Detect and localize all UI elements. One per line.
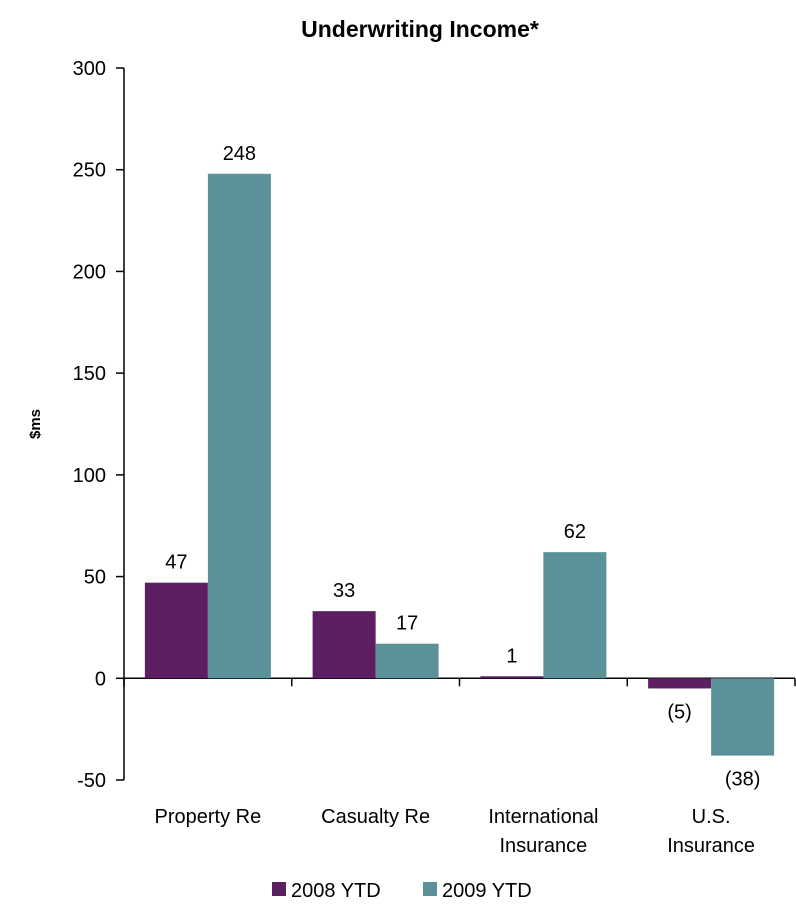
data-label: 17 bbox=[396, 613, 418, 635]
chart-title: Underwriting Income* bbox=[301, 16, 539, 42]
y-tick-label: 200 bbox=[73, 261, 106, 283]
data-label: 248 bbox=[223, 143, 256, 165]
x-category-label: International bbox=[488, 806, 598, 828]
x-category-label: Insurance bbox=[499, 835, 587, 857]
axes: 300 250 200 150 100 50 0 -50 Property Re Casualty… bbox=[73, 58, 796, 857]
bar bbox=[144, 582, 208, 679]
bar bbox=[480, 676, 544, 679]
data-label: 62 bbox=[564, 521, 586, 543]
y-tick-label: 300 bbox=[73, 58, 106, 80]
bar bbox=[207, 173, 271, 679]
data-label: 47 bbox=[165, 552, 187, 574]
x-category-label: Insurance bbox=[667, 835, 755, 857]
data-label: 1 bbox=[506, 645, 517, 667]
legend-entry: 2009 YTD bbox=[442, 880, 532, 902]
y-tick-label: 150 bbox=[73, 363, 106, 385]
legend-entry: 2008 YTD bbox=[291, 880, 381, 902]
y-tick-label: 250 bbox=[73, 160, 106, 182]
data-label: 33 bbox=[333, 580, 355, 602]
y-tick-label: -50 bbox=[77, 770, 106, 792]
data-label: (5) bbox=[667, 701, 691, 723]
y-tick-label: 0 bbox=[95, 668, 106, 690]
legend-swatch bbox=[272, 882, 286, 896]
legend: 2008 YTD 2009 YTD bbox=[272, 880, 532, 902]
y-tick-label: 100 bbox=[73, 465, 106, 487]
bar bbox=[312, 611, 376, 679]
data-label: (38) bbox=[725, 769, 761, 791]
x-category-label: U.S. bbox=[692, 806, 731, 828]
bar bbox=[375, 643, 439, 679]
x-category-label: Property Re bbox=[155, 806, 262, 828]
bar bbox=[648, 678, 712, 689]
y-tick-label: 50 bbox=[84, 567, 106, 589]
bar bbox=[711, 678, 775, 756]
legend-swatch bbox=[423, 882, 437, 896]
bars bbox=[144, 173, 775, 756]
bar bbox=[543, 552, 607, 679]
data-labels: 47 248 33 17 1 62 (5) (38) bbox=[165, 143, 760, 791]
y-axis-label: $ms bbox=[27, 409, 44, 439]
x-category-label: Casualty Re bbox=[321, 806, 430, 828]
